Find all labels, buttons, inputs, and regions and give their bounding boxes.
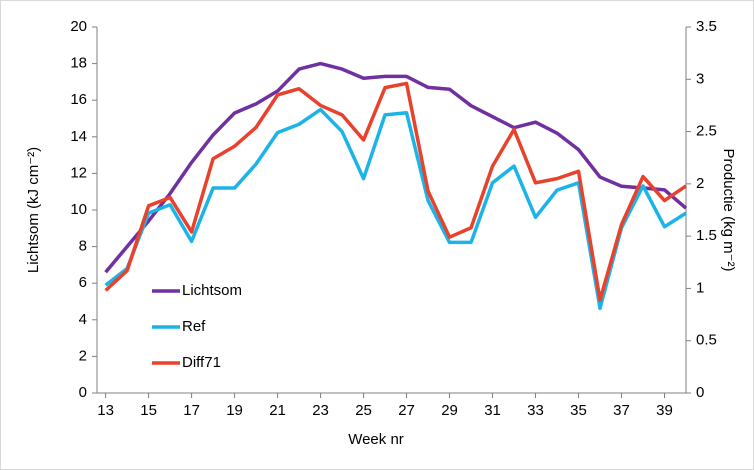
y2-tick-label: 1 — [696, 279, 704, 296]
y-tick-label: 8 — [79, 238, 87, 255]
x-axis-title: Week nr — [348, 431, 404, 448]
y2-tick-label: 1.5 — [696, 227, 717, 244]
x-tick-label: 21 — [269, 402, 286, 419]
y2-tick-label: 3.5 — [696, 18, 717, 35]
x-tick-label: 17 — [183, 402, 200, 419]
x-tick-label: 31 — [484, 402, 501, 419]
y-tick-label: 0 — [79, 384, 87, 401]
y-tick-label: 20 — [70, 18, 87, 35]
y-tick-label: 14 — [70, 128, 87, 145]
x-tick-label: 39 — [656, 402, 673, 419]
x-tick-label: 37 — [613, 402, 630, 419]
x-tick-label: 15 — [140, 402, 157, 419]
y2-tick-label: 0 — [696, 384, 704, 401]
y2-tick-label: 0.5 — [696, 332, 717, 349]
y-tick-label: 4 — [79, 311, 87, 328]
series-line — [104, 61, 688, 274]
y-tick-label: 2 — [79, 347, 87, 364]
x-tick-label: 35 — [570, 402, 587, 419]
y-axis-title: Lichtsom (kJ cm⁻²) — [25, 147, 42, 273]
y-tick-label: 18 — [70, 55, 87, 72]
x-tick-label: 29 — [441, 402, 458, 419]
x-tick-label: 27 — [398, 402, 415, 419]
y-tick-label: 10 — [70, 201, 87, 218]
y-tick-label: 12 — [70, 164, 87, 181]
y-tick-label: 6 — [79, 274, 87, 291]
x-tick-label: 19 — [226, 402, 243, 419]
y2-axis-title: Productie (kg m⁻²) — [720, 149, 737, 272]
series-line — [104, 81, 687, 302]
x-tick-label: 23 — [312, 402, 329, 419]
x-tick-label: 25 — [355, 402, 372, 419]
legend-label: Ref — [182, 318, 206, 335]
y2-tick-label: 3 — [696, 70, 704, 87]
y2-tick-label: 2.5 — [696, 123, 717, 140]
y-tick-label: 16 — [70, 91, 87, 108]
legend-label: Diff71 — [182, 354, 221, 371]
x-tick-label: 13 — [97, 402, 114, 419]
y2-tick-label: 2 — [696, 175, 704, 192]
x-tick-label: 33 — [527, 402, 544, 419]
legend-label: Lichtsom — [182, 282, 242, 299]
